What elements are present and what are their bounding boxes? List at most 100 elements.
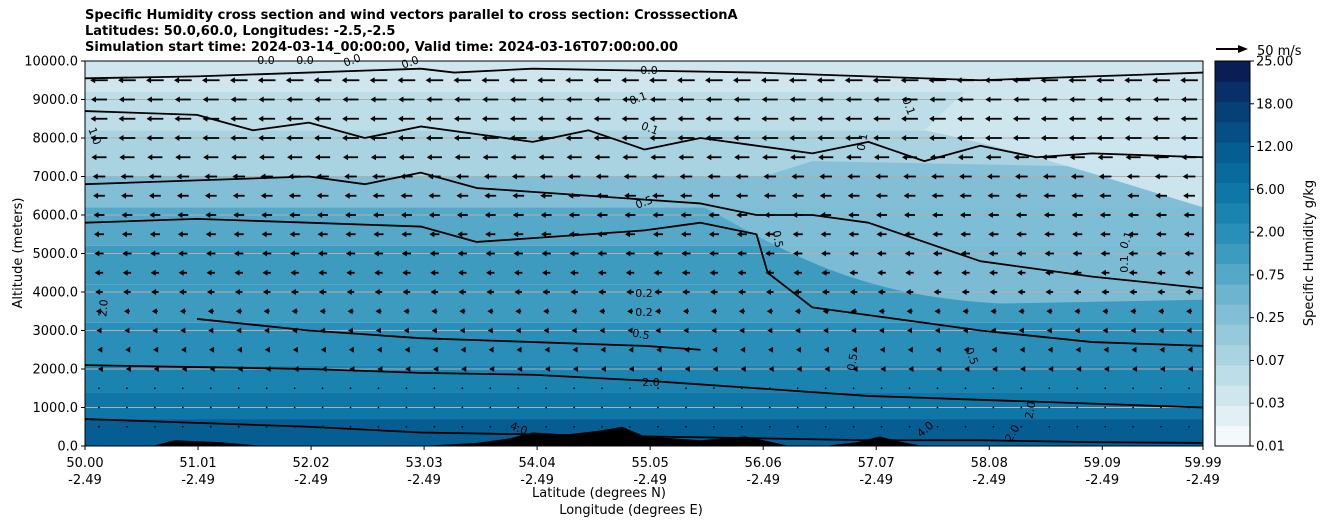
wind-vector-head bbox=[96, 327, 102, 334]
wind-vector-head bbox=[397, 77, 403, 84]
wind-vector-head bbox=[655, 327, 661, 334]
wind-vector-head bbox=[537, 135, 543, 141]
wind-vector bbox=[657, 406, 659, 409]
wind-vector-head bbox=[908, 366, 914, 372]
wind-vector-head bbox=[146, 77, 152, 84]
wind-vector-head bbox=[569, 231, 575, 238]
wind-vector-head bbox=[151, 289, 157, 295]
wind-vector-head bbox=[1158, 308, 1164, 315]
wind-vector-head bbox=[874, 154, 880, 161]
wind-vector-head bbox=[509, 115, 515, 122]
wind-vector-head bbox=[347, 308, 353, 315]
wind-vector bbox=[349, 425, 352, 428]
wind-vector-head bbox=[677, 96, 683, 103]
wind-vector bbox=[1188, 387, 1190, 390]
wind-vector-head bbox=[681, 250, 687, 257]
wind-vector-head bbox=[905, 269, 911, 276]
wind-vector bbox=[293, 406, 296, 409]
humidity-band bbox=[85, 322, 1203, 366]
wind-vector-head bbox=[1072, 250, 1078, 257]
wind-vector-head bbox=[429, 231, 435, 238]
wind-vector-head bbox=[290, 269, 296, 276]
wind-vector-head bbox=[988, 250, 994, 257]
wind-vector-head bbox=[95, 289, 101, 295]
wind-vector-head bbox=[595, 173, 601, 180]
wind-vector-head bbox=[398, 135, 404, 141]
x-tick-label-latitude: 59.09 bbox=[1084, 456, 1121, 471]
wind-vector-head bbox=[735, 192, 741, 199]
wind-vector-head bbox=[314, 135, 320, 141]
wind-vector-head bbox=[125, 366, 131, 372]
wind-vector-head bbox=[1183, 192, 1189, 199]
wind-vector bbox=[852, 425, 855, 428]
colorbar-segment bbox=[1215, 324, 1250, 346]
wind-vector bbox=[153, 387, 156, 390]
wind-vector bbox=[489, 425, 492, 428]
wind-vector-head bbox=[653, 269, 659, 276]
wind-vector-head bbox=[931, 192, 937, 199]
wind-vector-head bbox=[1074, 327, 1080, 334]
wind-vector bbox=[461, 387, 464, 390]
wind-vector-head bbox=[458, 269, 464, 276]
wind-vector-head bbox=[514, 289, 520, 295]
wind-vector-head bbox=[571, 308, 577, 315]
wind-vector-head bbox=[990, 308, 996, 315]
wind-vector-head bbox=[539, 173, 545, 180]
wind-vector bbox=[1132, 406, 1135, 409]
wind-vector-head bbox=[1043, 212, 1049, 218]
wind-vector-head bbox=[596, 192, 602, 199]
wind-vector-head bbox=[263, 308, 269, 315]
x-tick-label-longitude: -2.49 bbox=[972, 473, 1006, 488]
wind-vector-head bbox=[593, 115, 599, 122]
wind-vector-head bbox=[1158, 327, 1164, 334]
wind-vector-head bbox=[178, 250, 184, 257]
wind-vector-head bbox=[1047, 346, 1053, 353]
wind-vector-head bbox=[678, 154, 684, 161]
wind-vector-head bbox=[1100, 231, 1106, 238]
wind-vector bbox=[601, 387, 603, 390]
wind-vector-head bbox=[848, 231, 854, 238]
x-tick-label-latitude: 55.05 bbox=[632, 456, 669, 471]
wind-vector-head bbox=[1124, 77, 1130, 84]
wind-vector-head bbox=[984, 115, 990, 122]
wind-vector-head bbox=[481, 135, 487, 141]
wind-vector-head bbox=[680, 212, 686, 218]
wind-vector-head bbox=[457, 231, 463, 238]
wind-vector-head bbox=[790, 154, 796, 161]
wind-vector-head bbox=[374, 269, 380, 276]
wind-vector-head bbox=[292, 327, 298, 334]
wind-vector-head bbox=[903, 173, 909, 180]
wind-vector-head bbox=[1153, 154, 1159, 161]
wind-vector-head bbox=[931, 173, 937, 180]
wind-vector-head bbox=[202, 115, 208, 122]
contour-label: 2.0 bbox=[96, 299, 110, 318]
colorbar-tick-label: 18.00 bbox=[1256, 97, 1293, 112]
wind-vector-head bbox=[457, 250, 463, 257]
wind-vector-head bbox=[990, 327, 996, 334]
wind-vector-head bbox=[537, 77, 543, 84]
wind-vector-head bbox=[845, 115, 851, 122]
wind-vector-head bbox=[959, 192, 965, 199]
wind-vector bbox=[1160, 406, 1162, 409]
wind-vector-head bbox=[404, 346, 410, 353]
wind-vector-head bbox=[597, 231, 603, 238]
wind-vector-head bbox=[710, 289, 716, 295]
wind-vector-head bbox=[733, 77, 739, 84]
wind-vector-head bbox=[174, 77, 180, 84]
wind-vector-head bbox=[118, 135, 124, 141]
colorbar-tick-label: 12.00 bbox=[1256, 140, 1293, 155]
x-tick-label-longitude: -2.49 bbox=[859, 473, 893, 488]
wind-vector-head bbox=[261, 231, 267, 238]
wind-vector bbox=[685, 406, 687, 409]
wind-vector-head bbox=[122, 269, 128, 276]
wind-vector-head bbox=[517, 366, 523, 372]
wind-vector-head bbox=[94, 250, 100, 257]
wind-vector-head bbox=[764, 231, 770, 238]
wind-vector-head bbox=[819, 173, 825, 180]
wind-vector-head bbox=[821, 250, 827, 257]
wind-vector-head bbox=[90, 135, 96, 141]
x-tick-label-longitude: -2.49 bbox=[633, 473, 667, 488]
wind-vector-head bbox=[677, 135, 683, 141]
wind-vector-head bbox=[877, 289, 883, 295]
wind-vector-head bbox=[849, 289, 855, 295]
